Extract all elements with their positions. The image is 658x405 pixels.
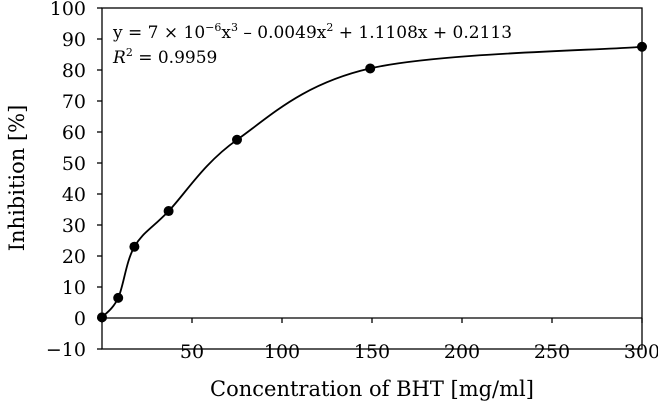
y-tick-label: 10 xyxy=(62,277,86,299)
x-tick-label: 50 xyxy=(180,341,204,363)
x-tick-label: 100 xyxy=(264,341,300,363)
x-axis: 50 100 150 200 250 300 xyxy=(101,318,658,363)
x-tick-label: 250 xyxy=(534,341,570,363)
y-tick-label: 20 xyxy=(62,246,86,268)
y-tick-label: 70 xyxy=(62,91,86,113)
equation-label: y = 7 × 10−6x3 – 0.0049x2 + 1.1108x + 0.… xyxy=(112,21,512,43)
y-axis: −10 0 10 20 30 40 50 60 70 80 90 100 xyxy=(46,0,102,361)
y-tick-label: 100 xyxy=(50,0,86,20)
y-axis-title: Inhibition [%] xyxy=(5,105,29,252)
y-tick-label: 60 xyxy=(62,122,86,144)
trendline xyxy=(101,45,643,319)
x-tick-label: 150 xyxy=(354,341,390,363)
data-point xyxy=(163,206,174,217)
data-point xyxy=(97,312,107,323)
data-point xyxy=(637,41,647,52)
r-squared-label: R2 = 0.9959 xyxy=(112,46,217,68)
data-point xyxy=(129,241,140,252)
x-axis-title: Concentration of BHT [mg/ml] xyxy=(210,377,534,401)
y-tick-label: 30 xyxy=(62,215,86,237)
y-tick-label: −10 xyxy=(46,339,86,361)
plot-area xyxy=(101,7,643,350)
y-tick-label: 80 xyxy=(62,60,86,82)
y-tick-label: 90 xyxy=(62,29,86,51)
y-tick-label: 40 xyxy=(62,184,86,206)
y-tick-label: 0 xyxy=(74,308,86,330)
data-point xyxy=(232,134,242,145)
y-tick-label: 50 xyxy=(62,153,86,175)
x-tick-label: 200 xyxy=(444,341,480,363)
data-point xyxy=(365,63,376,74)
x-tick-label: 300 xyxy=(624,341,658,363)
data-point xyxy=(113,292,124,303)
data-points xyxy=(97,41,647,323)
